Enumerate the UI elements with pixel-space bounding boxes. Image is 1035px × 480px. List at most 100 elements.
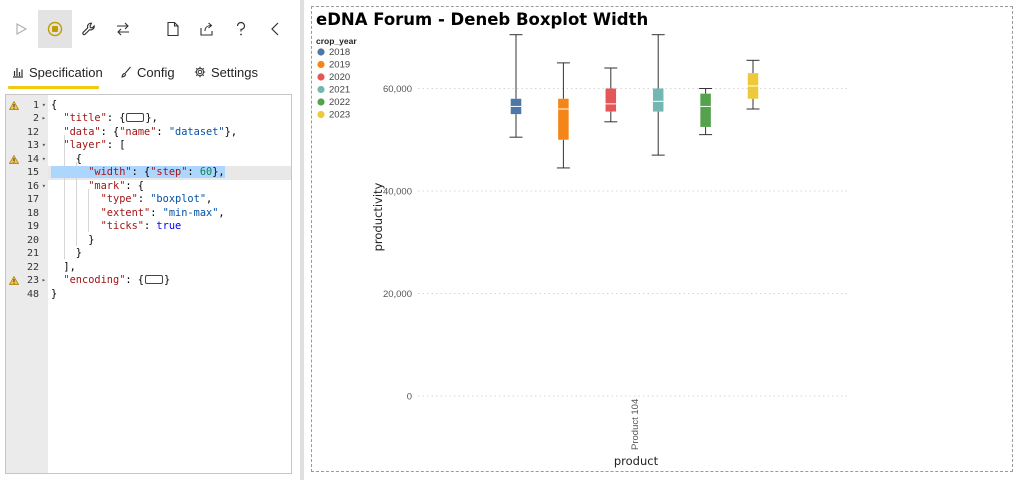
- box-2021: [652, 88, 664, 112]
- boxplot-chart: 0 20,000 40,000 60,000 productivity Product 1…: [316, 34, 848, 468]
- fold-open-icon[interactable]: ▾: [41, 181, 46, 190]
- line-number: 12: [6, 126, 48, 140]
- bar-chart-icon: [12, 66, 24, 78]
- line-number-text: 48: [26, 288, 39, 300]
- code-line[interactable]: "ticks": true: [100, 220, 182, 232]
- line-number-text: 2: [32, 113, 39, 124]
- export-icon: [199, 21, 215, 37]
- panel-splitter[interactable]: [300, 0, 304, 480]
- tab-config[interactable]: Config: [120, 56, 175, 88]
- box-2019: [558, 98, 569, 140]
- x-tick-label: Product 104: [630, 399, 641, 450]
- editor-panel: Specification Config Settings 1 ▾ 2 ▸ 12 13 ▾ 1…: [0, 0, 298, 480]
- line-number: 17: [6, 193, 48, 207]
- editor-tabs: Specification Config Settings: [0, 56, 298, 90]
- tab-settings[interactable]: Settings: [194, 56, 258, 88]
- help-icon: [235, 21, 247, 37]
- line-number: 1 ▾: [6, 99, 48, 113]
- wrench-icon: [81, 21, 97, 37]
- fold-open-icon[interactable]: ▾: [41, 100, 46, 109]
- code-line[interactable]: "layer": [: [63, 139, 126, 151]
- swap-icon: [115, 21, 131, 37]
- line-number-text: 19: [26, 221, 39, 232]
- line-number: 21: [6, 247, 48, 261]
- line-number-text: 12: [26, 126, 39, 138]
- folded-region-icon[interactable]: [126, 113, 145, 122]
- line-number: 19: [6, 220, 48, 234]
- chart-title: eDNA Forum - Deneb Boxplot Width: [316, 10, 649, 29]
- settings-wrench-button[interactable]: [72, 10, 106, 48]
- legend-symbol: [317, 85, 325, 94]
- legend-label: 2018: [329, 47, 350, 58]
- fold-closed-icon[interactable]: ▸: [41, 276, 46, 284]
- code-line[interactable]: "type": "boxplot",: [100, 193, 213, 205]
- legend-label: 2022: [329, 97, 350, 108]
- code-line[interactable]: ],: [51, 260, 76, 273]
- line-number-text: 1: [32, 99, 39, 111]
- legend-symbol: [317, 60, 325, 69]
- code-area[interactable]: { "title": {}, "data": {"name": "dataset…: [48, 95, 291, 473]
- collapse-button[interactable]: [258, 10, 292, 48]
- code-line[interactable]: {: [51, 98, 58, 111]
- line-number: 14 ▾: [6, 153, 48, 167]
- code-editor[interactable]: 1 ▾ 2 ▸ 12 13 ▾ 14 ▾ 15 16 ▾ 17 18 19 20 21 22 23 ▸ 48 { "ti…: [5, 94, 292, 474]
- fold-open-icon[interactable]: ▾: [41, 141, 46, 149]
- y-tick-label: 20,000: [383, 289, 412, 300]
- stop-icon: [47, 21, 63, 37]
- code-line[interactable]: "data": {"name": "dataset"},: [63, 125, 238, 138]
- new-file-icon: [166, 21, 180, 37]
- line-number: 23 ▸: [6, 274, 48, 288]
- warning-icon[interactable]: [8, 154, 20, 169]
- line-number-text: 13: [26, 140, 39, 151]
- line-number: 2 ▸: [6, 112, 48, 126]
- swap-button[interactable]: [106, 10, 140, 48]
- line-number-text: 23: [26, 275, 39, 286]
- line-number: 16 ▾: [6, 180, 48, 194]
- gear-icon: [194, 66, 206, 78]
- legend-label: 2020: [329, 72, 350, 83]
- new-file-button[interactable]: [156, 10, 190, 48]
- line-number: 22: [6, 261, 48, 275]
- legend-symbol: [317, 48, 325, 56]
- code-line[interactable]: }: [51, 233, 95, 246]
- warning-icon[interactable]: [8, 275, 20, 290]
- fold-open-icon[interactable]: ▾: [41, 154, 46, 163]
- tab-specification[interactable]: Specification: [12, 56, 103, 88]
- y-tick-label: 60,000: [383, 84, 412, 95]
- indent-guide: [88, 189, 89, 232]
- code-line[interactable]: "title": {},: [63, 112, 158, 124]
- code-line[interactable]: "width": {"step": 60},: [51, 166, 225, 180]
- folded-region-icon[interactable]: [145, 275, 164, 284]
- y-axis-label: productivity: [371, 182, 385, 251]
- export-button[interactable]: [190, 10, 224, 48]
- code-line[interactable]: "encoding": {}: [63, 274, 171, 286]
- code-line[interactable]: }: [51, 247, 82, 259]
- code-line[interactable]: }: [51, 287, 58, 300]
- toolbar: [0, 0, 298, 56]
- fold-closed-icon[interactable]: ▸: [41, 114, 46, 122]
- legend-symbol: [317, 73, 325, 81]
- legend-symbol: [317, 110, 325, 119]
- box-2020: [605, 88, 617, 112]
- code-line[interactable]: "extent": "min-max",: [100, 206, 225, 219]
- run-icon: [14, 22, 28, 36]
- line-number-text: 21: [26, 248, 39, 259]
- line-number-gutter: 1 ▾ 2 ▸ 12 13 ▾ 14 ▾ 15 16 ▾ 17 18 19 20 21 22 23 ▸ 48: [6, 95, 48, 473]
- tab-config-label: Config: [137, 64, 175, 80]
- warning-icon[interactable]: [8, 100, 20, 115]
- indent-guide: [64, 135, 65, 259]
- legend-label: 2021: [329, 85, 350, 96]
- line-number-text: 15: [26, 167, 39, 178]
- code-line[interactable]: {: [51, 152, 82, 165]
- line-number-text: 17: [26, 194, 39, 205]
- legend-symbol: [317, 98, 325, 106]
- run-button[interactable]: [4, 10, 38, 48]
- code-line[interactable]: "mark": {: [88, 179, 145, 192]
- y-tick-label: 40,000: [383, 187, 412, 198]
- stop-button[interactable]: [38, 10, 72, 48]
- line-number: 13 ▾: [6, 139, 48, 153]
- help-button[interactable]: [224, 10, 258, 48]
- line-number: 15: [6, 166, 48, 180]
- line-number-text: 16: [26, 180, 39, 192]
